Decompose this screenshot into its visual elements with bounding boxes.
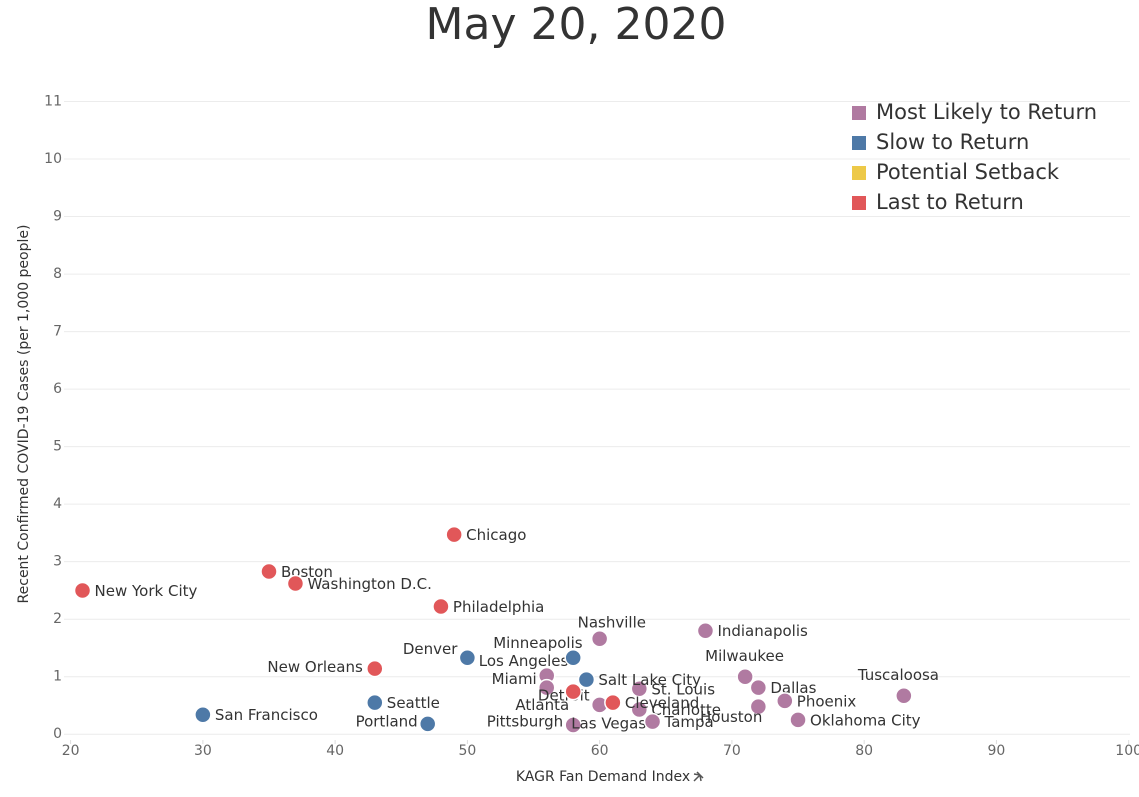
x-tick-label: 70 [723,743,741,759]
point-label: Atlanta [515,696,569,714]
point-label: Oklahoma City [810,711,921,729]
y-tick-label: 5 [53,439,62,455]
point-label: Portland [356,712,418,730]
point [776,692,794,710]
point-label: Chicago [466,526,526,544]
point-label: Washington D.C. [307,575,431,593]
point [286,574,305,593]
point-label: San Francisco [215,706,318,724]
y-tick-label: 1 [53,669,62,685]
point-label: Cleveland [625,694,699,712]
point [260,562,278,581]
y-tick-label: 9 [53,209,62,225]
y-tick-label: 6 [53,381,62,397]
point-label: New Orleans [267,658,363,676]
point-label: Denver [403,640,458,658]
x-tick-label: 60 [591,743,609,759]
point [418,715,437,733]
chart-title: May 20, 2020 [426,0,727,50]
x-tick-label: 90 [988,743,1006,759]
point [895,686,913,705]
point [366,693,384,712]
legend-label: Last to Return [876,190,1024,214]
legend-swatch [852,136,866,150]
point-label: Tuscaloosa [857,666,939,684]
legend-label: Slow to Return [876,130,1029,154]
pin-icon [693,771,704,782]
y-tick-label: 2 [53,611,62,627]
y-tick-label: 10 [44,151,62,167]
point [73,581,92,600]
point-label: Salt Lake City [598,671,701,689]
y-tick-label: 4 [53,496,62,512]
point [445,525,463,544]
point-label: Minneapolis [493,634,583,652]
point-label: Miami [492,670,537,688]
point-label: Nashville [578,613,646,631]
x-tick-label: 20 [62,743,80,759]
x-tick-label: 100 [1115,743,1139,759]
point [630,680,649,698]
point [696,621,715,640]
point [749,678,768,697]
x-tick-label: 40 [326,743,344,759]
point [564,648,582,667]
y-tick-label: 0 [53,726,62,742]
point [564,682,582,701]
y-axis-label: Recent Confirmed COVID-19 Cases (per 1,0… [16,225,32,604]
point-label: St. Louis [651,680,715,698]
point-label: Pittsburgh [487,712,563,730]
point-label: Seattle [387,694,440,712]
point-label: New York City [95,582,198,600]
x-tick-label: 30 [194,743,212,759]
x-tick-label: 50 [458,743,476,759]
x-tick-label: 80 [855,743,873,759]
legend-label: Most Likely to Return [876,100,1097,124]
y-tick-label: 11 [44,94,62,110]
point-label: Phoenix [797,692,857,710]
point [537,678,556,697]
point [194,705,212,724]
point-label: Indianapolis [717,622,808,640]
point [366,659,384,678]
point [458,648,477,667]
point [736,667,754,686]
point [789,711,807,729]
point [643,712,662,731]
legend-label: Potential Setback [876,160,1060,184]
point [577,670,596,689]
point [590,630,609,648]
legend-swatch [852,106,866,120]
legend-swatch [852,196,866,210]
point-label: Los Angeles [479,652,569,670]
point-label: Charlotte [651,701,721,719]
y-tick-label: 7 [53,324,62,340]
point [749,697,768,716]
point-label: Milwaukee [705,647,784,665]
x-axis-label: KAGR Fan Demand Index [516,769,690,785]
point-label: Las Vegas [571,715,646,733]
point [630,700,649,719]
y-tick-label: 8 [53,266,62,282]
point [432,597,450,616]
point-label: Tampa [664,713,714,731]
point-label: Philadelphia [453,598,544,616]
legend-swatch [852,166,866,180]
y-tick-label: 3 [53,554,62,570]
point [564,716,582,734]
point [604,693,622,712]
point-label: Houston [700,708,762,726]
